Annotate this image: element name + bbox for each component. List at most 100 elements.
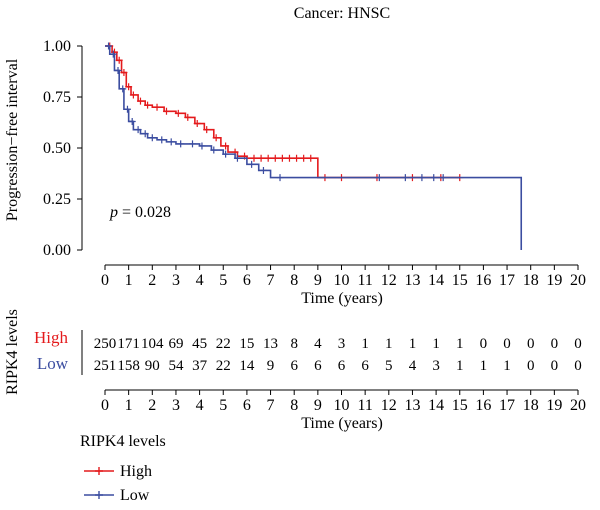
survival-curves: [105, 42, 523, 250]
x-ticks: 0 1 2 3 4 5 6 7 8 9 10 11 12 13 14 15 16 17 18 19 20: [101, 265, 586, 289]
x-tick-label: 0: [101, 272, 109, 289]
risk-count-high: 1: [361, 336, 369, 352]
censor-mark-high: [203, 126, 211, 134]
risk-table-x-axis-label: Time (years): [301, 415, 383, 432]
risk-count-high: 0: [480, 336, 488, 352]
censor-mark-low: [430, 174, 438, 182]
risk-count-high: 8: [290, 336, 298, 352]
risk-count-low: 158: [117, 358, 140, 374]
risk-count-low: 14: [239, 358, 255, 374]
censor-mark-low: [418, 174, 426, 182]
risk-count-low: 3: [432, 358, 440, 374]
x-tick-label: 10: [334, 272, 350, 289]
risk-count-low: 6: [314, 358, 322, 374]
risk-count-high: 0: [551, 336, 559, 352]
x-tick-label: 12: [381, 397, 397, 414]
x-tick-label: 11: [357, 397, 372, 414]
risk-count-low: 6: [361, 358, 369, 374]
risk-count-high: 104: [141, 336, 164, 352]
x-tick-label: 10: [334, 397, 350, 414]
risk-row-label-low: Low: [37, 354, 69, 373]
censor-mark-low: [141, 130, 149, 138]
censor-mark-high: [257, 154, 265, 162]
p-value-annotation: p = 0.028: [109, 204, 171, 221]
legend-label-low: Low: [120, 487, 150, 504]
risk-count-high: 22: [216, 336, 231, 352]
risk-count-high: 13: [263, 336, 278, 352]
x-tick-label: 4: [196, 397, 204, 414]
risk-count-high: 15: [239, 336, 254, 352]
risk-count-high: 3: [338, 336, 346, 352]
x-tick-label: 7: [267, 272, 275, 289]
y-tick-label: 0.75: [43, 89, 71, 106]
legend-items: High Low: [84, 463, 152, 504]
risk-table-y-label: RIPK4 levels: [4, 309, 21, 395]
censor-mark-high: [307, 154, 315, 162]
x-tick-label: 9: [314, 397, 322, 414]
p-value-text: = 0.028: [118, 204, 171, 221]
censor-mark-low: [276, 174, 284, 182]
legend: RIPK4 levels High Low: [80, 433, 166, 504]
x-tick-label: 20: [570, 272, 586, 289]
censor-mark-low: [119, 85, 127, 93]
legend-marker-low: [95, 491, 103, 499]
x-tick-label: 7: [267, 397, 275, 414]
x-tick-label: 13: [404, 272, 420, 289]
y-tick-label: 0.00: [43, 242, 71, 259]
x-tick-label: 8: [290, 272, 298, 289]
y-tick-label: 0.25: [43, 191, 71, 208]
risk-count-low: 1: [503, 358, 511, 374]
censor-mark-high: [212, 134, 220, 142]
censor-mark-high: [193, 120, 201, 128]
x-tick-label: 3: [172, 272, 180, 289]
risk-count-low: 0: [574, 358, 582, 374]
risk-count-low: 1: [480, 358, 488, 374]
censor-mark-low: [198, 142, 206, 150]
risk-count-high: 45: [192, 336, 207, 352]
x-tick-label: 17: [499, 397, 515, 414]
censor-mark-low: [128, 117, 136, 125]
censor-mark-low: [375, 174, 383, 182]
x-tick-label: 11: [357, 272, 372, 289]
censor-mark-low: [177, 140, 185, 148]
x-tick-label: 19: [546, 397, 562, 414]
risk-count-low: 0: [527, 358, 535, 374]
x-tick-label: 5: [219, 272, 227, 289]
x-tick-label: 12: [381, 272, 397, 289]
censor-mark-high: [300, 154, 308, 162]
censor-mark-high: [285, 154, 293, 162]
y-ticks: 0.00 0.25 0.50 0.75 1.00: [43, 38, 82, 259]
censor-mark-high: [125, 83, 133, 91]
censor-mark-low: [114, 66, 122, 74]
y-tick-label: 1.00: [43, 38, 71, 55]
censor-mark-high: [222, 142, 230, 150]
censor-mark-high: [120, 69, 128, 77]
censor-mark-low: [109, 50, 117, 58]
x-tick-label: 5: [219, 397, 227, 414]
y-axis-label: Progression−free interval: [4, 58, 21, 221]
x-axis-label: Time (years): [301, 290, 383, 307]
x-tick-label: 8: [290, 397, 298, 414]
censor-mark-low: [439, 174, 447, 182]
risk-count-low: 6: [290, 358, 298, 374]
censor-mark-low: [105, 42, 113, 50]
x-tick-label: 1: [125, 397, 133, 414]
risk-count-low: 90: [145, 358, 160, 374]
censor-mark-low: [248, 160, 256, 168]
censor-mark-high: [162, 107, 170, 115]
x-tick-label: 14: [428, 272, 444, 289]
risk-count-low: 251: [94, 358, 117, 374]
censor-mark-high: [153, 103, 161, 111]
censor-mark-high: [174, 109, 182, 117]
legend-marker-high: [95, 467, 103, 475]
x-tick-label: 3: [172, 397, 180, 414]
risk-count-high: 0: [503, 336, 511, 352]
x-tick-label: 2: [148, 397, 156, 414]
censor-mark-low: [210, 146, 218, 154]
risk-count-high: 69: [168, 336, 183, 352]
x-tick-label: 20: [570, 397, 586, 414]
x-tick-label: 0: [101, 397, 109, 414]
risk-count-high: 0: [574, 336, 582, 352]
legend-label-high: High: [120, 463, 152, 480]
